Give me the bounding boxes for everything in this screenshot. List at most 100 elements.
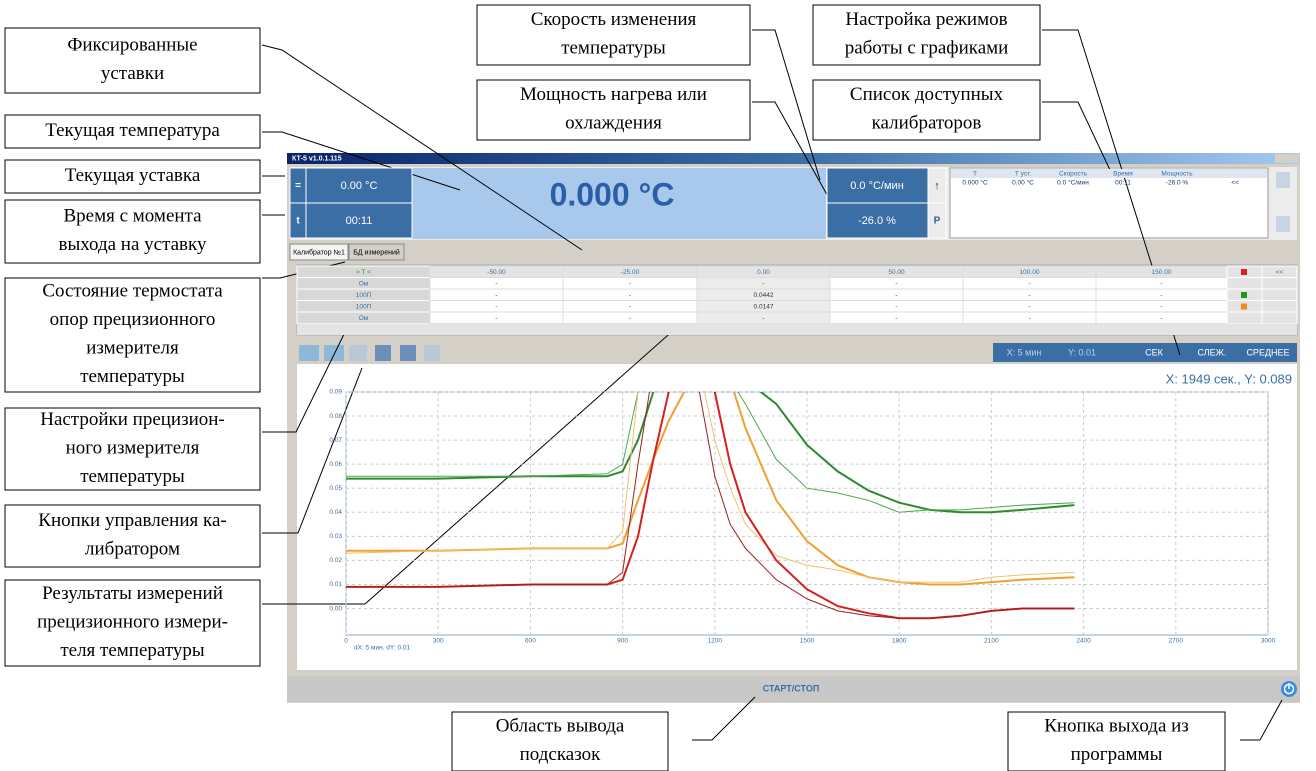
x-tick-label: 2100 [984, 638, 999, 645]
toolbar-icons [299, 345, 440, 361]
callout-box [4, 407, 261, 491]
table-value: - [629, 280, 631, 287]
window-buttons[interactable] [1275, 154, 1299, 163]
status-bar [287, 676, 1300, 702]
callout-text: опор прецизионного [50, 309, 216, 330]
callout-box [476, 79, 751, 141]
table-value: - [495, 303, 497, 310]
export-button[interactable] [424, 345, 440, 361]
table-value: 0.0147 [754, 303, 774, 310]
download-button[interactable] [400, 345, 416, 361]
callout-text: Мощность нагрева или [520, 84, 707, 105]
settings-button[interactable] [349, 345, 367, 361]
callout-text: Скорость изменения [531, 9, 697, 30]
x-tick-label: 3000 [1261, 638, 1276, 645]
setpoint-symbol: = [295, 181, 301, 192]
y-tick-label: 0.08 [329, 413, 342, 420]
y-tick-label: 0.06 [329, 461, 342, 468]
table-value: - [495, 315, 497, 322]
row-header: > T < [356, 269, 371, 276]
callout-text: измерителя [86, 338, 179, 359]
chart-area [297, 364, 1297, 670]
row-marker [1241, 303, 1247, 310]
stop-button[interactable] [324, 345, 344, 361]
table-value: - [1160, 303, 1162, 310]
callout-box [4, 579, 261, 667]
callout-text: либратором [85, 539, 180, 560]
y-tick-label: 0.00 [329, 605, 342, 612]
table-value: 0.00 [757, 269, 770, 276]
callout-text: Область вывода [496, 716, 625, 737]
table-value: - [629, 315, 631, 322]
callout-text: подсказок [520, 744, 601, 765]
callout-text: охлаждения [565, 113, 662, 134]
tab[interactable] [289, 243, 349, 261]
y-tick-label: 0.02 [329, 557, 342, 564]
marker-cell [1261, 300, 1298, 313]
y-tick-label: 0.05 [329, 485, 342, 492]
callout-text: выхода на уставку [58, 234, 207, 255]
callout-box [4, 277, 261, 393]
table-value: - [1028, 315, 1030, 322]
y-tick-label: 0.01 [329, 581, 342, 588]
x-tick-label: 900 [617, 638, 628, 645]
tab-label: БД измерений [353, 248, 400, 256]
table-value: - [1028, 292, 1030, 299]
table-value: - [1160, 280, 1162, 287]
calibrator-cell: 0.00 °C [1012, 179, 1034, 187]
callout-box [451, 711, 669, 771]
callout-text: прецизионного измери- [37, 611, 228, 632]
chart-setting[interactable]: СЛЕЖ. [1198, 347, 1227, 357]
table-value: - [895, 315, 897, 322]
time-since-setpoint: 00:11 [346, 215, 373, 227]
callout-text: Текущая уставка [65, 165, 201, 186]
data-line [346, 392, 1075, 513]
chart-setting[interactable]: СРЕДНЕЕ [1246, 347, 1289, 357]
table-value: 100.00 [1020, 269, 1040, 276]
power-symbol: P [934, 216, 941, 227]
callout-text: Настройки прецизион- [40, 409, 225, 430]
calibrator-header-cell: Время [1113, 171, 1133, 178]
row-header: Ом [359, 280, 369, 287]
upload-button[interactable] [375, 345, 391, 361]
title-bar [287, 153, 1300, 164]
table-value: - [762, 315, 764, 322]
exit-button[interactable] [1281, 681, 1297, 697]
callout-text: Состояние термостата [42, 281, 223, 302]
calibrator-list [949, 167, 1269, 239]
y-tick-label: 0.04 [329, 509, 342, 516]
callout-text: Список доступных [850, 84, 1004, 105]
chart-setting: X: 5 мин [1007, 347, 1042, 357]
x-tick-label: 2700 [1169, 638, 1184, 645]
callout-text: Настройка режимов [845, 9, 1007, 30]
callout-box [4, 114, 261, 149]
table-value: 50.00 [888, 269, 905, 276]
data-line [346, 392, 1075, 619]
chart-setting[interactable]: СЕК [1145, 347, 1164, 357]
callout-text: ного измерителя [66, 437, 200, 458]
marker-cell [1261, 277, 1298, 290]
table-value: - [1028, 303, 1030, 310]
callout-text: температуры [80, 466, 185, 487]
calibrator-header-cell: Скорость [1059, 171, 1088, 178]
x-tick-label: 1800 [892, 638, 907, 645]
callout-box [4, 504, 261, 568]
table-value: - [1160, 292, 1162, 299]
window-title: КТ-5 v1.0.1.115 [292, 155, 342, 162]
table-value: - [1160, 315, 1162, 322]
start-button[interactable] [299, 345, 319, 361]
cursor-readout: X: 1949 сек., Y: 0.089 [1166, 371, 1292, 386]
marker-cell [1261, 288, 1298, 301]
data-line [346, 392, 1075, 586]
callout-text: программы [1071, 744, 1163, 765]
x-tick-label: 2400 [1076, 638, 1091, 645]
add-icon[interactable] [1276, 172, 1290, 188]
table-value: - [629, 292, 631, 299]
value-cell [826, 167, 929, 204]
row-header: 100П [356, 292, 372, 299]
calibrator-cell: 00:11 [1115, 180, 1131, 187]
remove-icon[interactable] [1276, 216, 1290, 232]
tab[interactable] [348, 243, 405, 261]
temperature-panel [412, 168, 826, 239]
